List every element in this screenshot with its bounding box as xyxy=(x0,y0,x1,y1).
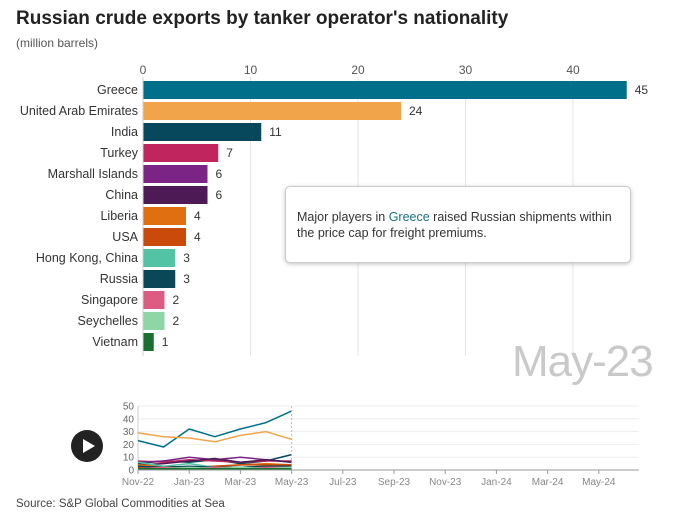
series-line xyxy=(137,459,292,464)
category-label: Vietnam xyxy=(92,335,138,349)
y-tick-label: 0 xyxy=(128,466,134,477)
category-label: United Arab Emirates xyxy=(20,104,138,118)
bar xyxy=(143,312,165,330)
data-label: 24 xyxy=(409,104,423,118)
x-tick-label: 20 xyxy=(351,63,365,77)
category-label: India xyxy=(111,125,138,139)
annotation-box: Major players in Greece raised Russian s… xyxy=(285,186,631,263)
series-line xyxy=(137,457,292,466)
data-label: 3 xyxy=(183,272,190,286)
bar xyxy=(143,102,401,120)
bar xyxy=(143,228,186,246)
annotation-text-end: raised Russian shipments within the pric… xyxy=(297,210,612,240)
data-label: 6 xyxy=(216,167,223,181)
category-label: USA xyxy=(112,230,138,244)
category-label: Russia xyxy=(100,272,138,286)
x-tick-label: 10 xyxy=(244,63,258,77)
play-button[interactable] xyxy=(71,430,103,462)
x-tick-label: Nov-22 xyxy=(122,477,155,488)
category-label: Singapore xyxy=(81,293,138,307)
source-note: Source: S&P Global Commodities at Sea xyxy=(16,498,225,510)
x-tick-label: Sep-23 xyxy=(378,477,411,488)
bar xyxy=(143,270,176,288)
bar xyxy=(143,81,627,99)
y-tick-label: 10 xyxy=(123,453,135,464)
x-tick-label: 40 xyxy=(566,63,580,77)
x-tick-label: Jan-24 xyxy=(481,477,512,488)
bar xyxy=(143,186,208,204)
category-label: Turkey xyxy=(100,146,138,160)
x-tick-label: Nov-23 xyxy=(429,477,462,488)
x-tick-label: 30 xyxy=(459,63,473,77)
bar xyxy=(143,144,219,162)
bar xyxy=(143,123,262,141)
data-label: 4 xyxy=(194,230,201,244)
data-label: 7 xyxy=(226,146,233,160)
annotation-text: Major players in xyxy=(297,210,389,224)
date-label: May-23 xyxy=(512,337,654,386)
y-tick-label: 20 xyxy=(123,440,135,451)
x-tick-label: Mar-23 xyxy=(225,477,257,488)
x-tick-label: Jul-23 xyxy=(329,477,357,488)
x-tick-label: 0 xyxy=(140,63,147,77)
data-label: 1 xyxy=(162,335,169,349)
play-icon xyxy=(83,439,95,453)
x-tick-label: Mar-24 xyxy=(532,477,564,488)
bar xyxy=(143,291,165,309)
x-tick-label: May-24 xyxy=(582,477,616,488)
chart-title: Russian crude exports by tanker operator… xyxy=(16,8,509,29)
data-label: 4 xyxy=(194,209,201,223)
annotation-highlight: Greece xyxy=(388,210,430,224)
series-line xyxy=(137,466,292,470)
data-label: 2 xyxy=(173,314,180,328)
bar xyxy=(143,165,208,183)
category-label: China xyxy=(105,188,138,202)
series-line xyxy=(137,430,292,443)
chart-subtitle: (million barrels) xyxy=(16,36,99,50)
category-label: Greece xyxy=(97,83,138,97)
data-label: 2 xyxy=(173,293,180,307)
bar xyxy=(143,207,186,225)
y-tick-label: 30 xyxy=(123,427,135,438)
bar xyxy=(143,333,154,351)
category-label: Seychelles xyxy=(78,314,138,328)
y-tick-label: 50 xyxy=(123,402,135,413)
category-label: Marshall Islands xyxy=(48,167,138,181)
bar xyxy=(143,249,176,267)
category-label: Liberia xyxy=(100,209,138,223)
data-label: 3 xyxy=(183,251,190,265)
x-tick-label: Jan-23 xyxy=(174,477,205,488)
data-label: 6 xyxy=(216,188,223,202)
series-line xyxy=(137,410,292,448)
y-tick-label: 40 xyxy=(123,414,135,425)
data-label: 45 xyxy=(635,83,649,97)
category-label: Hong Kong, China xyxy=(36,251,138,265)
data-label: 11 xyxy=(269,125,282,139)
x-tick-label: May-23 xyxy=(275,477,309,488)
